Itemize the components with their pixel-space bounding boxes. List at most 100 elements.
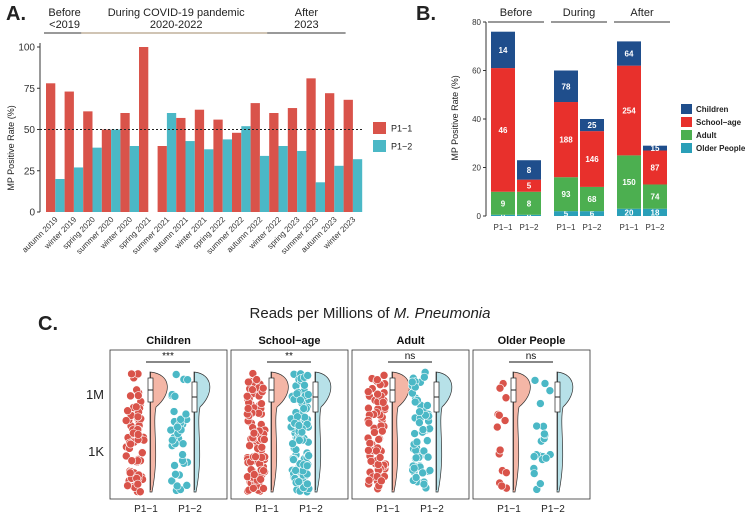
panel-c-ytick-1m: 1M <box>86 387 104 402</box>
panel-b-segment-label: 46 <box>499 126 508 135</box>
panel-b-xtick-label: P1−2 <box>583 223 602 232</box>
panel-b-legend-label: Older People <box>696 144 746 153</box>
panel-b-segment-label: 9 <box>501 199 506 208</box>
panel-a-period-line: 2023 <box>294 19 318 31</box>
panel-c-point <box>121 451 131 461</box>
panel-c-facet-title: Children <box>146 335 191 347</box>
panel-c-point <box>532 421 541 431</box>
panel-b-ytick-label: 60 <box>472 67 481 76</box>
panel-a-period-label: After 2023 <box>294 7 318 31</box>
panel-c-point <box>545 386 555 395</box>
panel-a-y-axis: 0 25 50 75 100 <box>18 43 41 219</box>
panel-a-period-line: During COVID-19 pandemic <box>108 7 245 19</box>
panel-a-bar <box>297 150 307 212</box>
panel-a-bar <box>204 149 214 212</box>
panel-c-point <box>178 439 188 449</box>
panel-c-point <box>244 377 253 387</box>
panel-b-bar-segment <box>554 177 578 212</box>
panel-b-ytick-label: 0 <box>477 212 482 221</box>
panel-c-facet-title: School−age <box>258 335 320 347</box>
panel-b-bar-segment <box>517 179 541 192</box>
panel-a-legend-label: P1−2 <box>391 142 412 152</box>
panel-b-legend-swatch <box>681 104 692 114</box>
panel-a-bar <box>139 47 149 212</box>
panel-c-violin <box>512 371 531 493</box>
panel-c-point <box>248 385 257 394</box>
panel-a-period-line: After <box>295 7 319 19</box>
panel-c-violin <box>556 371 574 493</box>
panel-c-facet-title: Older People <box>498 335 566 347</box>
panel-c-point <box>502 468 511 477</box>
panel-a-bar <box>269 113 279 212</box>
panel-b-segment-label: 15 <box>651 144 660 153</box>
panel-c-point <box>133 391 143 400</box>
panel-b-groups: Before During After <box>488 7 670 23</box>
panel-c-point <box>363 387 373 397</box>
panel-c-point <box>419 446 429 456</box>
panel-b-bar-segment <box>643 208 667 216</box>
panel-c-point <box>125 468 135 478</box>
panel-b-bar-segment <box>517 214 541 216</box>
panel-c-point <box>419 479 429 489</box>
panel-a-bars <box>46 47 363 212</box>
panel-b-bar-segment <box>554 211 578 216</box>
panel-c-point <box>365 438 375 448</box>
panel-b-segment-label: 254 <box>622 107 636 116</box>
panel-a-legend: P1−1 P1−2 <box>373 122 412 152</box>
panel-b-bar-segment <box>580 119 604 132</box>
panel-c-point <box>303 479 312 489</box>
panel-a-bar <box>250 103 260 212</box>
panel-c-point <box>182 481 192 490</box>
panel-c-point <box>245 441 254 450</box>
panel-c-point <box>536 399 545 408</box>
panel-a-bar <box>334 165 344 212</box>
panel-c-point <box>540 379 550 388</box>
panel-c-xtick-label: P1−2 <box>299 504 323 515</box>
panel-c-point <box>243 404 253 413</box>
panel-b-bar-segment <box>554 70 578 103</box>
panel-c-point <box>170 392 180 401</box>
panel-c-point <box>294 421 304 430</box>
panel-c-point <box>126 439 135 449</box>
panel-c-point <box>364 475 374 485</box>
panel-c-point <box>497 481 507 491</box>
panel-a-chart: MP Positive Rate (%) 0 25 50 75 100 Before <2… <box>6 7 412 256</box>
panel-b-bar-segment <box>491 214 515 216</box>
panel-c-violin <box>193 371 211 493</box>
panel-c-point <box>131 402 141 412</box>
panel-c-point <box>171 370 181 379</box>
panel-c-point <box>260 435 269 444</box>
panel-b-ytick-label: 40 <box>472 115 481 124</box>
panel-a-period-line: 2020-2022 <box>150 19 203 31</box>
panel-c-point <box>412 437 422 447</box>
panel-c-violin <box>149 371 168 493</box>
panel-c-point <box>181 409 191 419</box>
panel-c-point <box>303 390 313 399</box>
panel-c-point <box>133 430 143 439</box>
panel-c-point <box>249 483 258 493</box>
panel-b-segment-label: 25 <box>588 121 597 130</box>
panel-c-point <box>364 446 373 455</box>
panel-a-bar <box>129 146 139 212</box>
panel-a-period-line: Before <box>48 7 80 19</box>
panel-c-point <box>299 404 309 413</box>
panel-c-xtick-label: P1−1 <box>497 504 521 515</box>
panel-c-title-prefix: Reads per Millions of <box>250 305 394 322</box>
panel-c-point <box>420 372 429 382</box>
panel-b-segment-label: 14 <box>499 46 508 55</box>
panel-c-point <box>304 451 313 460</box>
panel-c-xtick-label: P1−2 <box>541 504 565 515</box>
panel-c-facets: Children *** P1−1 P1−2 School−age ** P1−1 P1−2 A… <box>109 335 591 515</box>
panel-b-bar-segment <box>580 131 604 187</box>
panel-b-segment-label: 8 <box>527 199 532 208</box>
panel-c-point <box>289 455 298 464</box>
panel-a-bar <box>213 119 223 212</box>
panel-b-legend-swatch <box>681 143 692 153</box>
panel-a-bar <box>343 99 353 212</box>
panel-c-point <box>373 389 382 399</box>
panel-a-bar <box>352 159 363 212</box>
panel-c-point <box>168 435 177 445</box>
